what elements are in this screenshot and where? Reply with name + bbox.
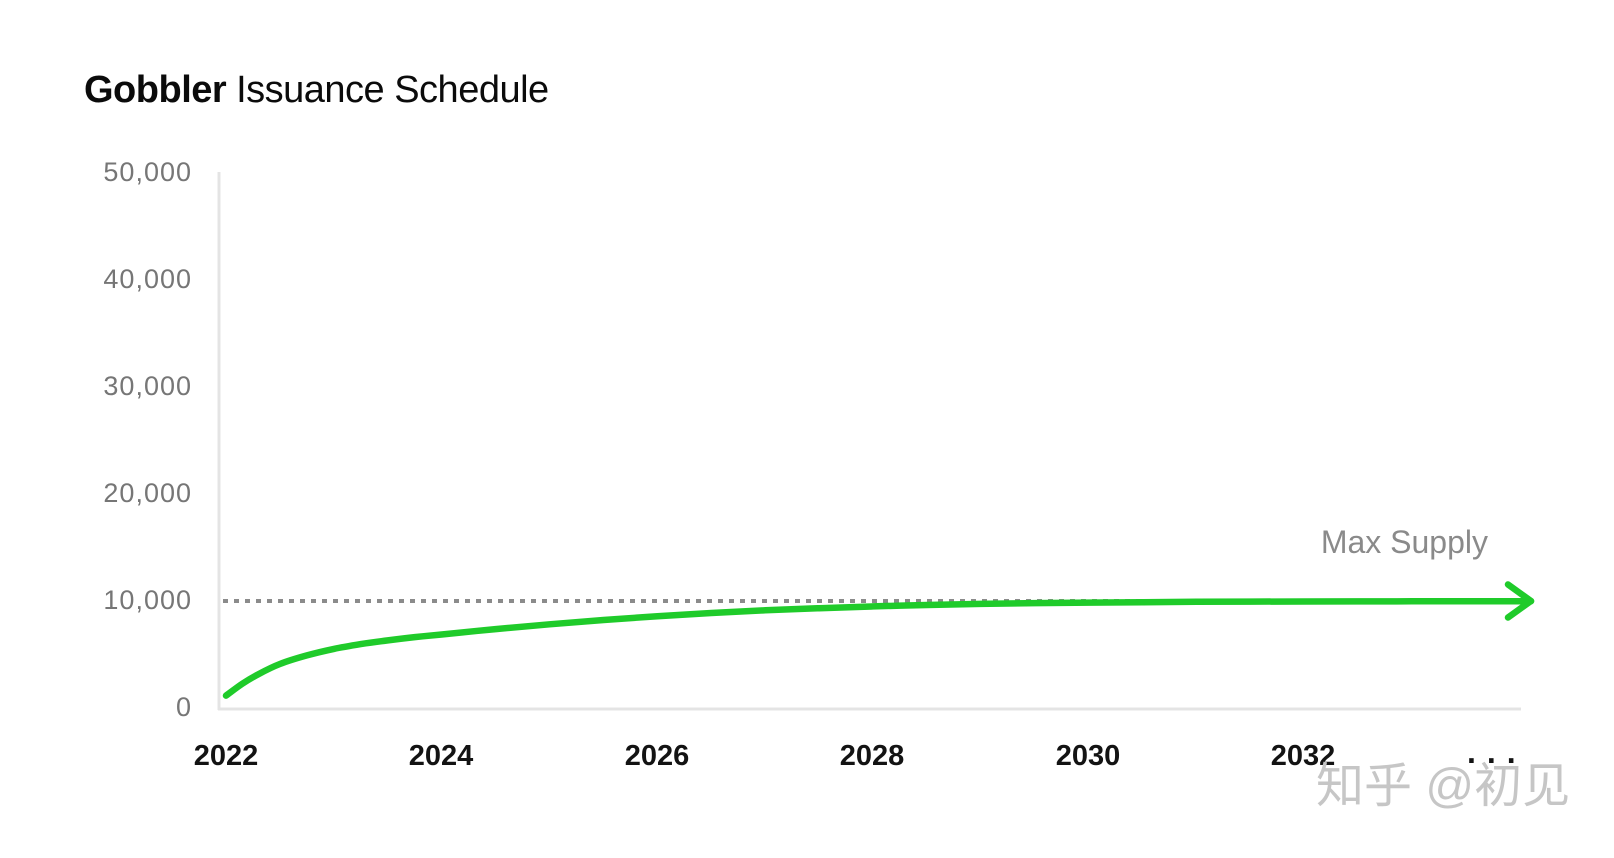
curve-arrowhead-icon (1504, 581, 1535, 621)
y-tick-40000: 40,000 (103, 264, 192, 294)
y-tick-20000: 20,000 (103, 478, 192, 508)
y-tick-50000: 50,000 (103, 157, 192, 187)
watermark: 知乎 @初见 (1316, 760, 1571, 813)
title-brand: Gobbler (84, 69, 227, 111)
title-subtitle: Issuance Schedule (236, 69, 549, 111)
max-supply-label: Max Supply (1320, 524, 1488, 560)
x-tick-2032: 2032 (1270, 740, 1336, 772)
issuance-curve (222, 597, 1535, 699)
x-tick-2028: 2028 (839, 740, 905, 772)
y-tick-30000: 30,000 (103, 371, 192, 401)
x-axis-ellipsis: ... (1467, 734, 1527, 770)
x-tick-2024: 2024 (408, 740, 474, 772)
chart-title: Gobbler Issuance Schedule (84, 68, 549, 112)
x-tick-2030: 2030 (1055, 740, 1121, 772)
y-tick-10000: 10,000 (103, 585, 192, 615)
x-tick-2026: 2026 (624, 740, 690, 772)
x-tick-2022: 2022 (193, 740, 259, 772)
y-tick-0: 0 (175, 692, 192, 722)
